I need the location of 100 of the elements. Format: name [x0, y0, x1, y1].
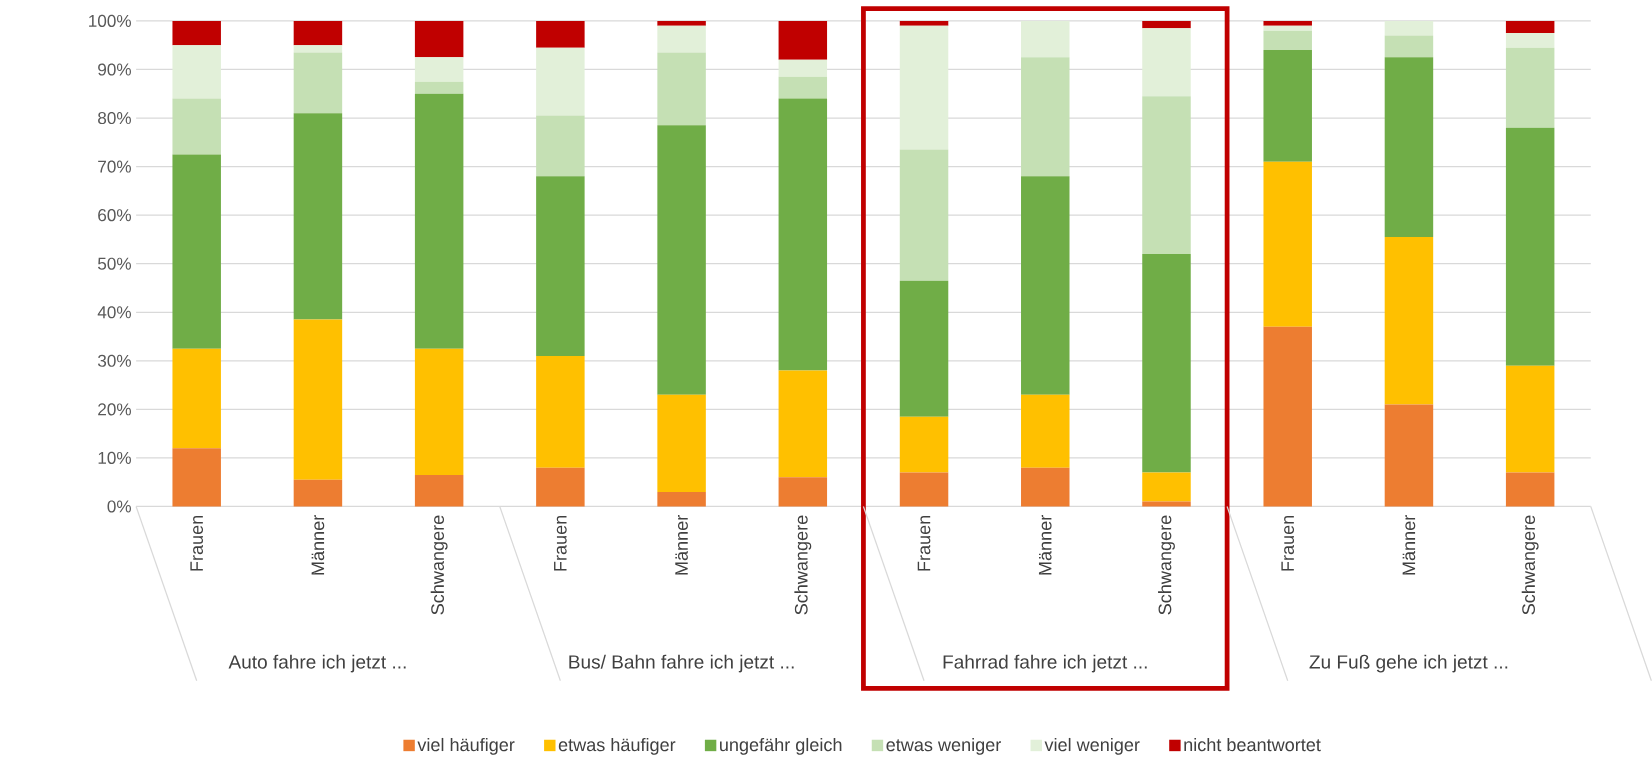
bar — [536, 47, 585, 116]
legend-label: viel weniger — [1044, 737, 1140, 755]
bar — [1263, 30, 1312, 50]
bar — [778, 76, 828, 99]
bar — [657, 491, 706, 507]
bar — [293, 479, 343, 507]
x-tick-label: Männer — [311, 514, 325, 575]
bar — [536, 20, 585, 48]
y-tick-label: 80% — [98, 111, 131, 124]
bar — [1384, 57, 1434, 237]
bar — [778, 370, 828, 478]
legend-label: viel häufiger — [417, 737, 515, 755]
bar — [657, 25, 706, 53]
bar — [899, 149, 949, 281]
bar — [1142, 253, 1191, 473]
bar — [657, 20, 706, 26]
bar — [1021, 394, 1070, 468]
bar — [172, 98, 221, 155]
bar — [293, 52, 343, 114]
bar — [1142, 20, 1191, 29]
x-tick-label: Schwangere — [794, 515, 812, 615]
bar — [414, 57, 464, 82]
bar — [172, 348, 221, 449]
x-tick-label: Frauen — [1281, 515, 1295, 571]
bar — [293, 45, 343, 53]
bar — [899, 472, 949, 507]
bar — [1263, 326, 1312, 507]
bar — [1021, 57, 1070, 177]
x-tick-label: Schwangere — [1521, 515, 1539, 615]
bar — [1505, 20, 1555, 33]
bar — [1021, 20, 1070, 58]
bar — [1505, 47, 1555, 128]
x-tick-label: Schwangere — [430, 515, 448, 615]
bar — [1384, 35, 1434, 58]
legend-label: ungefähr gleich — [720, 737, 842, 755]
bar — [1142, 472, 1191, 502]
x-tick-label: Männer — [675, 514, 688, 575]
x-tick-label: Frauen — [190, 515, 204, 571]
bar — [414, 20, 464, 58]
y-tick-label: 0% — [107, 500, 131, 513]
legend-label: etwas häufiger — [558, 737, 676, 755]
y-tick-label: 60% — [98, 208, 131, 222]
x-tick-label: Frauen — [917, 515, 931, 571]
bar — [1263, 20, 1312, 26]
bar — [414, 93, 464, 349]
bar — [1263, 161, 1312, 327]
y-tick-label: 70% — [98, 160, 131, 173]
y-tick-label: 20% — [98, 403, 131, 416]
bar — [1142, 28, 1191, 97]
bar — [1505, 365, 1555, 473]
y-tick-label: 10% — [98, 451, 131, 464]
text: Zu Fuß gehe ich jetzt ... — [1309, 654, 1508, 673]
y-tick-label: 50% — [97, 257, 131, 270]
bar — [1142, 96, 1191, 254]
bar — [293, 20, 343, 46]
legend-label: nicht beantwortet — [1184, 737, 1321, 752]
bar — [657, 394, 706, 492]
bar — [293, 319, 343, 480]
y-tick-label: 90% — [98, 63, 131, 76]
bar — [172, 45, 221, 99]
text: Fahrrad fahre ich jetzt ... — [943, 654, 1147, 673]
bar — [899, 20, 949, 26]
x-tick-label: Frauen — [554, 515, 567, 571]
bar — [778, 477, 828, 507]
bar — [899, 25, 949, 150]
bar — [1505, 32, 1555, 48]
y-tick-label: 40% — [97, 306, 131, 319]
legend-label: etwas weniger — [886, 737, 1001, 755]
bar — [778, 20, 828, 60]
bar — [1021, 176, 1070, 395]
bar — [536, 355, 585, 468]
bar — [1384, 404, 1434, 507]
x-tick-label: Männer — [1038, 514, 1052, 575]
bar — [172, 448, 221, 507]
x-tick-label: Schwangere — [1158, 515, 1175, 615]
x-tick-label: Männer — [1402, 514, 1416, 575]
bar — [899, 416, 949, 473]
bar — [1263, 49, 1312, 162]
bar — [657, 52, 706, 126]
y-tick-label: 100% — [89, 14, 131, 27]
bar — [778, 59, 828, 77]
bar — [536, 467, 585, 507]
y-tick-label: 30% — [97, 354, 131, 367]
bar — [1263, 25, 1312, 31]
bar — [414, 474, 464, 507]
bar — [657, 125, 706, 395]
bar — [899, 280, 949, 417]
bar — [414, 348, 464, 475]
bar — [1505, 127, 1555, 366]
bar — [172, 20, 221, 46]
bar — [536, 115, 585, 177]
bar — [1384, 20, 1434, 36]
bar — [1021, 467, 1070, 507]
bar — [414, 81, 464, 94]
bar — [1384, 236, 1434, 405]
bar — [1505, 472, 1555, 507]
bar — [778, 98, 828, 371]
text: Bus/ Bahn fahre ich jetzt ... — [569, 654, 794, 673]
text: Auto fahre ich jetzt ... — [228, 654, 406, 673]
bar — [293, 113, 343, 320]
